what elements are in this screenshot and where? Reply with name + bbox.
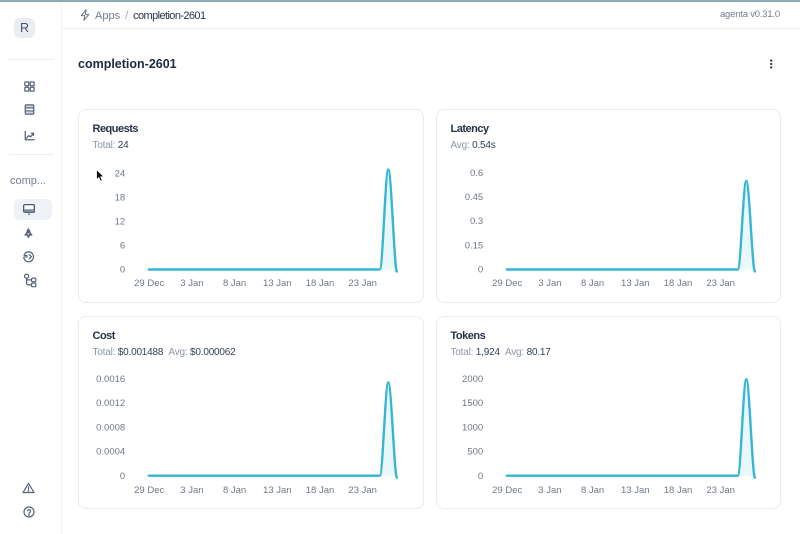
svg-text:29 Dec: 29 Dec (492, 278, 522, 289)
svg-text:23 Jan: 23 Jan (348, 485, 377, 496)
svg-text:3 Jan: 3 Jan (538, 278, 561, 289)
svg-text:12: 12 (115, 216, 126, 227)
svg-text:18 Jan: 18 Jan (664, 278, 693, 289)
svg-text:29 Dec: 29 Dec (492, 485, 522, 496)
svg-text:0: 0 (478, 471, 483, 482)
svg-text:3 Jan: 3 Jan (538, 485, 561, 496)
svg-text:0.0012: 0.0012 (96, 398, 125, 409)
svg-text:29 Dec: 29 Dec (134, 278, 164, 289)
svg-text:0.0016: 0.0016 (96, 374, 125, 385)
svg-text:0.0008: 0.0008 (96, 422, 125, 433)
svg-text:2000: 2000 (462, 374, 483, 385)
svg-text:13 Jan: 13 Jan (621, 278, 650, 289)
svg-text:29 Dec: 29 Dec (134, 485, 164, 496)
svg-text:3 Jan: 3 Jan (180, 485, 203, 496)
svg-text:500: 500 (467, 447, 483, 458)
svg-text:24: 24 (115, 168, 126, 179)
svg-text:6: 6 (120, 240, 125, 251)
svg-text:1500: 1500 (462, 398, 483, 409)
svg-text:23 Jan: 23 Jan (706, 278, 735, 289)
svg-text:8 Jan: 8 Jan (223, 278, 246, 289)
svg-text:18: 18 (115, 192, 126, 203)
svg-text:23 Jan: 23 Jan (348, 278, 377, 289)
svg-text:1000: 1000 (462, 422, 483, 433)
svg-text:0.6: 0.6 (470, 168, 483, 179)
svg-text:0: 0 (120, 265, 125, 276)
svg-text:13 Jan: 13 Jan (263, 485, 292, 496)
svg-text:13 Jan: 13 Jan (621, 485, 650, 496)
svg-text:8 Jan: 8 Jan (581, 485, 604, 496)
svg-text:8 Jan: 8 Jan (223, 485, 246, 496)
svg-text:0.0004: 0.0004 (96, 447, 125, 458)
svg-text:23 Jan: 23 Jan (706, 485, 735, 496)
svg-text:18 Jan: 18 Jan (306, 485, 335, 496)
svg-text:0: 0 (120, 471, 125, 482)
svg-text:0.45: 0.45 (465, 192, 484, 203)
svg-text:13 Jan: 13 Jan (263, 278, 292, 289)
svg-text:3 Jan: 3 Jan (180, 278, 203, 289)
svg-text:18 Jan: 18 Jan (664, 485, 693, 496)
svg-text:0.3: 0.3 (470, 216, 483, 227)
svg-text:8 Jan: 8 Jan (581, 278, 604, 289)
svg-text:0: 0 (478, 265, 483, 276)
svg-text:0.15: 0.15 (465, 241, 484, 252)
svg-text:18 Jan: 18 Jan (306, 278, 335, 289)
